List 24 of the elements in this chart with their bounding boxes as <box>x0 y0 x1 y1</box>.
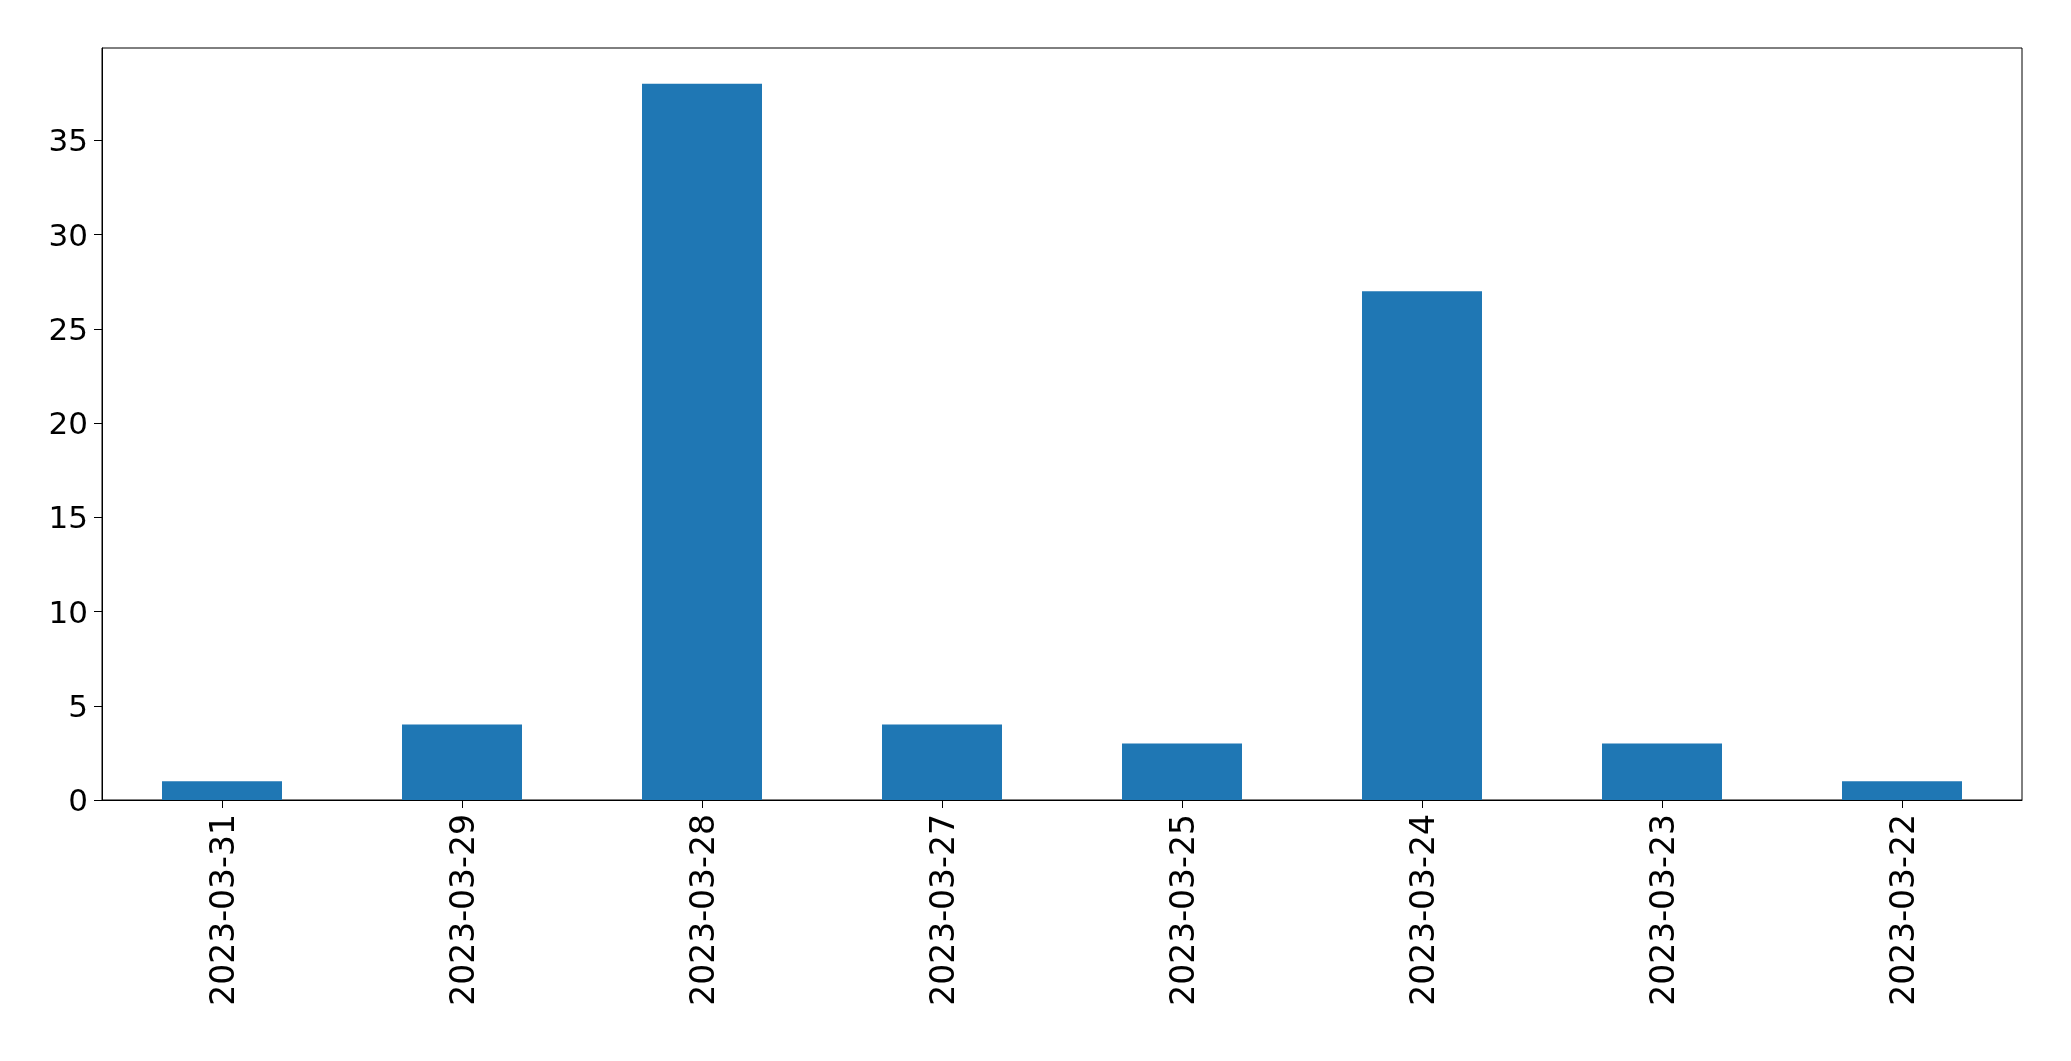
y-tick-label: 5 <box>68 687 88 724</box>
x-tick-label: 2023-03-24 <box>1402 814 1442 1006</box>
bar <box>1122 743 1242 800</box>
y-tick-label: 30 <box>48 216 88 253</box>
y-tick-label: 20 <box>48 405 88 442</box>
x-tick-label: 2023-03-29 <box>442 814 482 1006</box>
bar <box>882 724 1002 800</box>
x-tick-label: 2023-03-27 <box>922 814 962 1006</box>
y-tick-label: 10 <box>48 593 88 630</box>
bar <box>1602 743 1722 800</box>
y-tick-label: 25 <box>48 310 88 347</box>
x-tick-label: 2023-03-23 <box>1642 814 1682 1006</box>
x-tick-label: 2023-03-28 <box>682 814 722 1006</box>
y-tick-label: 35 <box>48 122 88 159</box>
bar <box>642 83 762 800</box>
x-tick-label: 2023-03-22 <box>1882 814 1922 1006</box>
y-tick-label: 15 <box>48 499 88 536</box>
x-tick-label: 2023-03-31 <box>202 814 242 1006</box>
bar <box>1842 781 1962 800</box>
y-tick-label: 0 <box>68 782 88 818</box>
bar <box>402 724 522 800</box>
x-tick-label: 2023-03-25 <box>1162 814 1202 1006</box>
bar <box>162 781 282 800</box>
bar <box>1362 291 1482 800</box>
